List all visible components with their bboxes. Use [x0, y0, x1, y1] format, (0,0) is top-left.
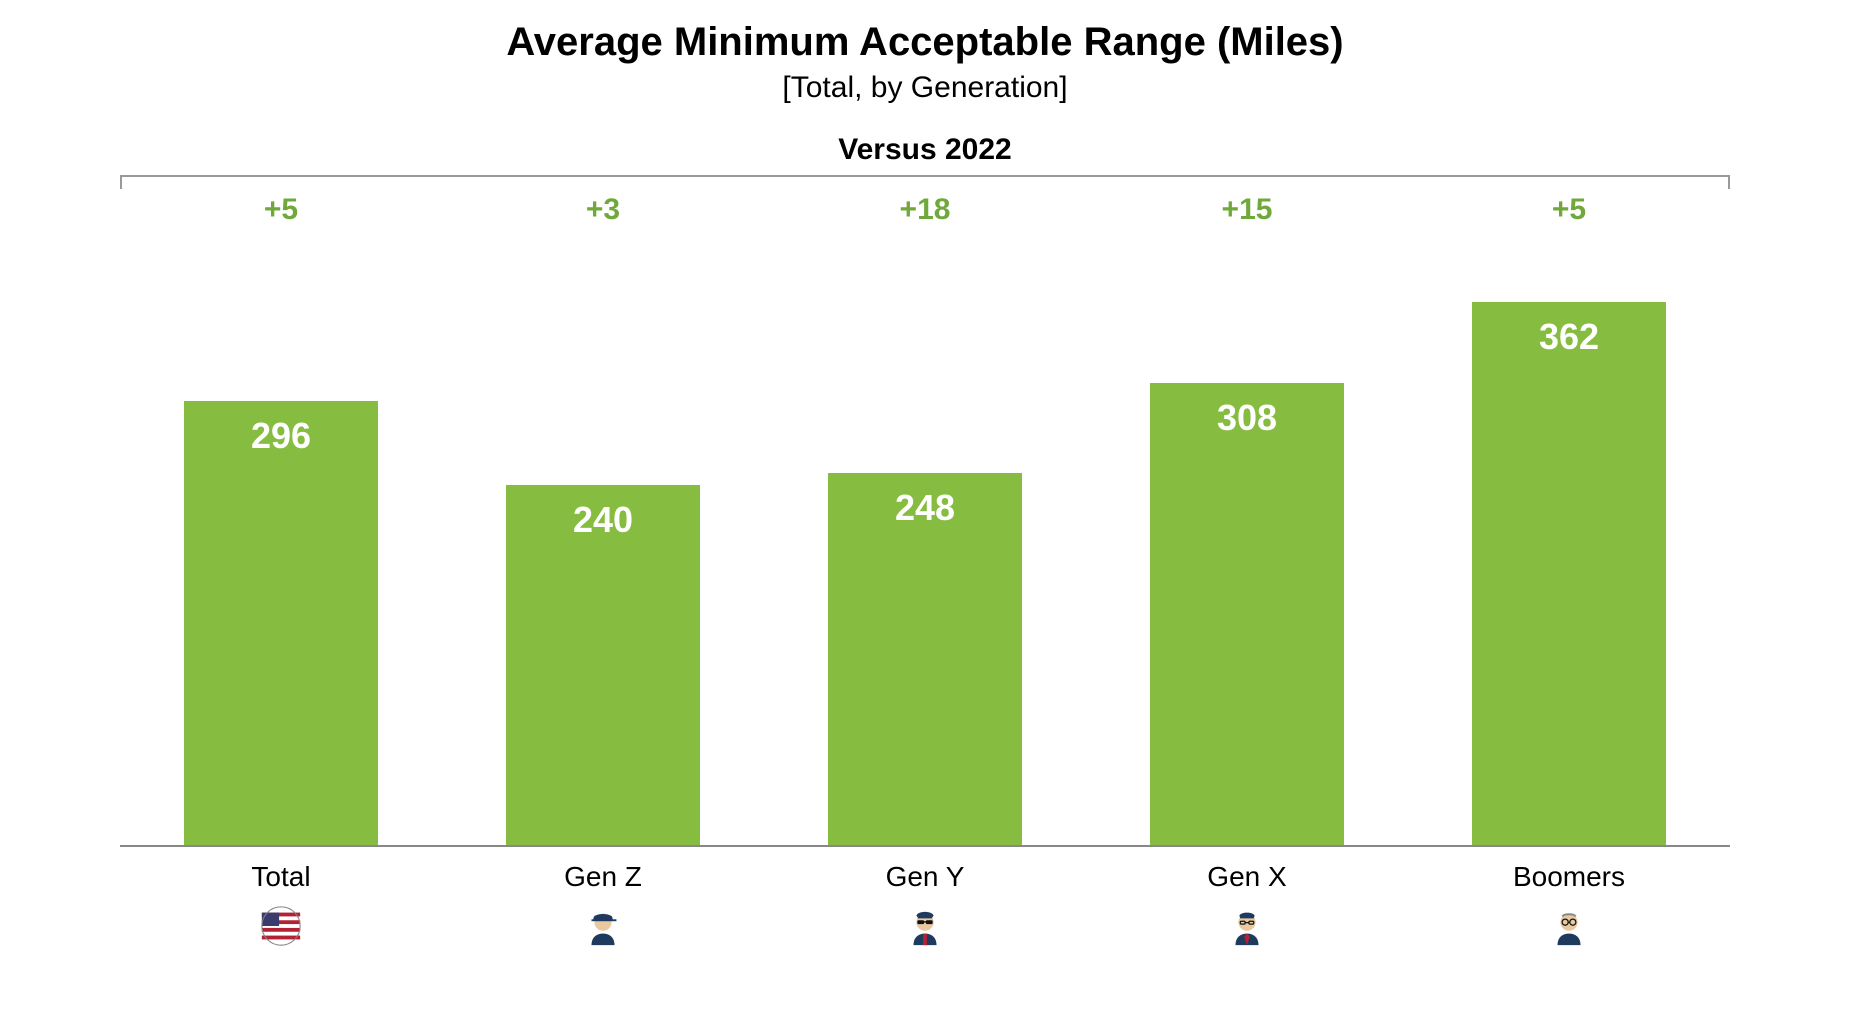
- bar-column: 240: [442, 485, 764, 845]
- bar: 308: [1150, 383, 1343, 845]
- bar: 362: [1472, 302, 1665, 845]
- bar-column: 248: [764, 473, 1086, 845]
- bar-value-label: 362: [1539, 316, 1599, 358]
- x-axis-item: Total: [120, 861, 442, 949]
- person-cap-icon: [580, 903, 626, 949]
- bar-value-label: 296: [251, 415, 311, 457]
- versus-section: Versus 2022: [60, 133, 1790, 189]
- delta-value: +18: [764, 193, 1086, 227]
- bar: 248: [828, 473, 1021, 845]
- bar-column: 308: [1086, 383, 1408, 845]
- person-sunglasses-icon: [902, 903, 948, 949]
- chart-titles: Average Minimum Acceptable Range (Miles)…: [60, 20, 1790, 105]
- bar-value-label: 248: [895, 487, 955, 529]
- bar: 296: [184, 401, 377, 845]
- versus-label: Versus 2022: [838, 133, 1011, 167]
- category-label: Gen X: [1207, 861, 1286, 893]
- delta-value: +15: [1086, 193, 1408, 227]
- bar-column: 362: [1408, 302, 1730, 845]
- person-glasses-icon: [1546, 903, 1592, 949]
- chart-subtitle: [Total, by Generation]: [60, 71, 1790, 105]
- bar-value-label: 240: [573, 499, 633, 541]
- delta-value: +3: [442, 193, 764, 227]
- versus-bracket: [120, 175, 1730, 189]
- chart-container: Average Minimum Acceptable Range (Miles)…: [0, 0, 1850, 1014]
- x-axis-item: Boomers: [1408, 861, 1730, 949]
- category-label: Boomers: [1513, 861, 1625, 893]
- x-axis-item: Gen Z: [442, 861, 764, 949]
- category-label: Gen Z: [564, 861, 642, 893]
- bar-column: 296: [120, 401, 442, 845]
- bar: 240: [506, 485, 699, 845]
- delta-row: +5 +3 +18 +15 +5: [120, 193, 1730, 227]
- x-axis: Total Gen Z Gen Y Gen X Boomers: [120, 861, 1730, 949]
- chart-title: Average Minimum Acceptable Range (Miles): [60, 20, 1790, 65]
- flag-us-icon: [258, 903, 304, 949]
- delta-value: +5: [120, 193, 442, 227]
- category-label: Gen Y: [886, 861, 965, 893]
- bar-value-label: 308: [1217, 397, 1277, 439]
- category-label: Total: [251, 861, 310, 893]
- person-tie-icon: [1224, 903, 1270, 949]
- x-axis-item: Gen Y: [764, 861, 1086, 949]
- delta-value: +5: [1408, 193, 1730, 227]
- x-axis-item: Gen X: [1086, 861, 1408, 949]
- plot-area: 296 240 248 308 362: [120, 247, 1730, 847]
